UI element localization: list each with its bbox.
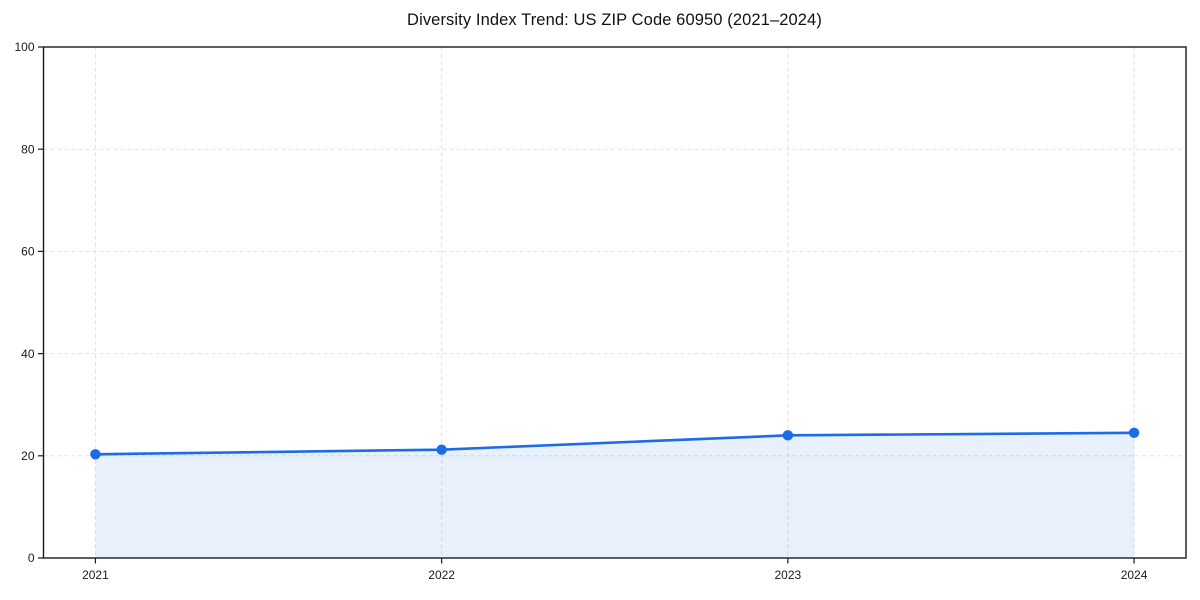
data-point-2021 (90, 449, 101, 460)
chart-title: Diversity Index Trend: US ZIP Code 60950… (407, 11, 822, 29)
y-tick-label: 80 (21, 142, 35, 156)
area-fill-layer (95, 432, 1135, 558)
x-tick-label: 2021 (82, 568, 109, 582)
data-points (90, 427, 1140, 460)
trend-line-layer (94, 431, 1136, 456)
data-point-2022 (436, 444, 447, 455)
y-tick-label: 40 (21, 347, 35, 361)
y-tick-label: 20 (21, 449, 35, 463)
plot-border-layer (42, 46, 1187, 559)
y-tick-label: 100 (14, 40, 34, 54)
area-fill (95, 432, 1135, 558)
trend-line (94, 431, 1136, 456)
y-axis: 0 20 40 60 80 100 (14, 40, 44, 565)
y-tick-label: 60 (21, 245, 35, 259)
y-tick-label: 0 (28, 551, 35, 565)
x-axis: 2021 2022 2023 2024 (82, 558, 1148, 582)
x-tick-label: 2024 (1121, 568, 1148, 582)
data-point-2024 (1128, 427, 1140, 439)
data-point-2023 (782, 430, 794, 441)
x-tick-label: 2023 (775, 568, 802, 582)
x-tick-label: 2022 (428, 568, 455, 582)
plot-border (42, 46, 1187, 559)
